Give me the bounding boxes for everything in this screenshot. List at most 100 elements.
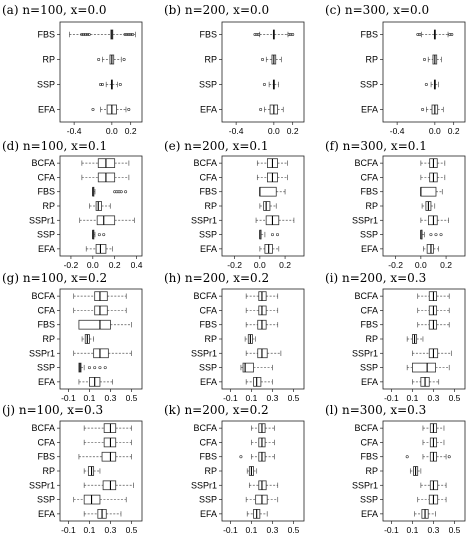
panel-4-box-4 — [255, 215, 295, 226]
panel-3-xtick-label-0: -0.2 — [64, 260, 79, 270]
panel-5-method-label-2: FBS — [360, 187, 378, 197]
panel-11-box-1 — [422, 437, 445, 448]
panel-11-method-label-6: EFA — [361, 509, 378, 519]
panel-6-xtick-label-1: 0.1 — [84, 393, 96, 403]
panel-10-method-label-5: SSP — [199, 495, 217, 505]
panel-10-box-3 — [246, 466, 258, 476]
panel-4-outlier-5-0 — [270, 233, 274, 237]
panel-4: (e) n=200, x=0.1 -0.2 0.0 0.2 BCFA CFA FBS RP SS… — [164, 139, 305, 270]
panel-5-xtick-label-1: 0.0 — [415, 260, 427, 270]
panel-0-outlier-0-1 — [82, 32, 86, 36]
panel-7-box-2 — [245, 319, 279, 330]
panel-1-outlier-0-3 — [287, 32, 291, 36]
panel-1-frame — [221, 21, 305, 123]
panel-9-box-4 — [83, 480, 134, 491]
panel-4-box-2 — [259, 186, 286, 197]
panel-4-xtick-label-2: 0.2 — [279, 260, 291, 270]
panel-9-xtick-label-0: -0.1 — [61, 525, 76, 535]
panel-4-method-label-1: CFA — [199, 172, 217, 182]
panel-3-outlier-2-4 — [124, 190, 128, 194]
panel-6-box-5 — [78, 362, 107, 373]
panel-0-outlier-0-9 — [131, 32, 135, 36]
panel-7-title: (h) n=200, x=0.2 — [164, 271, 269, 285]
panel-3-iqr-4 — [96, 215, 116, 226]
panel-10-box-1 — [251, 437, 275, 448]
panel-5-iqr-2 — [420, 186, 437, 197]
panel-2-method-label-1: RP — [365, 55, 378, 65]
panel-6-box-2 — [78, 319, 132, 330]
panel-10-method-label-0: BCFA — [193, 423, 217, 433]
panel-5-box-2 — [420, 186, 443, 197]
panel-3-box-0 — [81, 158, 130, 168]
panel-3-box-1 — [81, 172, 130, 183]
panel-3-method-label-1: CFA — [37, 172, 55, 182]
panel-3-xtick-label-2: 0.2 — [109, 260, 121, 270]
panel-9-box-1 — [83, 437, 132, 448]
panel-10-method-label-2: FBS — [199, 452, 217, 462]
panel-4-method-label-6: EFA — [200, 244, 217, 254]
panel-8-box-3 — [406, 334, 424, 344]
panel-0-method-label-3: EFA — [38, 105, 55, 115]
panel-4-frame — [221, 155, 305, 257]
panel-3-outlier-2-3 — [119, 190, 123, 194]
panel-10-outlier-2-0 — [239, 455, 243, 459]
panel-7-xtick-label-1: 0.1 — [246, 393, 258, 403]
panel-1-box-1 — [261, 54, 282, 65]
panel-11: (l) n=300, x=0.3 -0.1 0.1 0.3 0.5 BCFA CFA FBS R… — [325, 403, 466, 535]
panel-1-outlier-3-0 — [259, 108, 263, 112]
panel-1-xtick-label-2: 0.2 — [287, 126, 299, 136]
panel-6-box-1 — [73, 305, 127, 316]
panel-5-title: (f) n=300, x=0.1 — [325, 139, 427, 153]
panel-5-box-6 — [423, 244, 439, 254]
panel-8-title: (i) n=200, x=0.3 — [325, 271, 426, 285]
panel-0-box-3 — [91, 104, 131, 115]
panel-10-box-5 — [245, 494, 279, 505]
panel-11-method-label-4: SSPr1 — [352, 480, 378, 490]
panel-8-method-label-4: SSPr1 — [352, 348, 378, 358]
panel-8-box-4 — [412, 348, 452, 359]
panel-7-box-5 — [240, 362, 273, 373]
panel-8-method-label-1: CFA — [360, 305, 378, 315]
panel-0-box-0 — [69, 29, 136, 40]
panel-11-xtick-label-3: 0.5 — [449, 525, 461, 535]
panel-3-method-label-4: SSPr1 — [29, 215, 55, 225]
panel-6-outlier-5-2 — [98, 366, 102, 370]
panel-3-box-5 — [92, 229, 106, 240]
panel-0: (a) n=100, x=0.0 -0.4 0.0 0.2 FBS RP SSP EFA — [2, 3, 143, 136]
panel-6-iqr-2 — [78, 319, 111, 330]
panel-10-method-label-6: EFA — [200, 509, 217, 519]
panel-11-method-label-0: BCFA — [354, 423, 378, 433]
panel-6-outlier-5-3 — [103, 366, 107, 370]
panel-2-outlier-0-0 — [416, 32, 420, 36]
panel-3: (d) n=100, x=0.1 -0.2 0.0 0.2 0.4 BCFA CFA FBS R… — [2, 139, 143, 270]
panel-7-method-label-5: SSP — [199, 363, 217, 373]
panel-8-method-label-5: SSP — [360, 363, 378, 373]
panel-6-frame — [59, 288, 143, 390]
panel-6-box-4 — [73, 348, 132, 359]
panel-3-box-2 — [92, 186, 128, 197]
panel-6-iqr-4 — [93, 348, 109, 359]
panel-5-box-1 — [420, 172, 446, 183]
panel-2-box-0 — [416, 29, 454, 40]
panel-10-xtick-label-0: -0.1 — [223, 525, 238, 535]
panel-4-iqr-2 — [259, 186, 277, 197]
panel-4-box-1 — [256, 172, 288, 183]
panel-7-xtick-label-0: -0.1 — [223, 393, 238, 403]
panel-1-xtick-label-0: -0.4 — [229, 126, 244, 136]
panel-7-box-3 — [244, 334, 256, 344]
panel-5-box-3 — [421, 201, 436, 211]
panel-7: (h) n=200, x=0.2 -0.1 0.1 0.3 0.5 BCFA CFA FBS R… — [164, 271, 305, 403]
panel-5-method-label-3: RP — [365, 201, 378, 211]
panel-3-method-label-3: RP — [42, 201, 55, 211]
panel-2-box-3 — [421, 104, 444, 115]
panel-4-box-0 — [256, 158, 288, 168]
panel-6-iqr-1 — [94, 305, 108, 316]
panel-11-box-5 — [417, 494, 447, 505]
panel-1-outlier-0-1 — [255, 32, 259, 36]
panel-8-iqr-5 — [412, 362, 436, 373]
panel-6-outlier-5-1 — [93, 366, 97, 370]
panel-8-method-label-3: RP — [365, 334, 378, 344]
panel-2-method-label-2: SSP — [360, 80, 378, 90]
panel-6-method-label-0: BCFA — [31, 291, 55, 301]
panel-1-box-3 — [259, 104, 284, 115]
